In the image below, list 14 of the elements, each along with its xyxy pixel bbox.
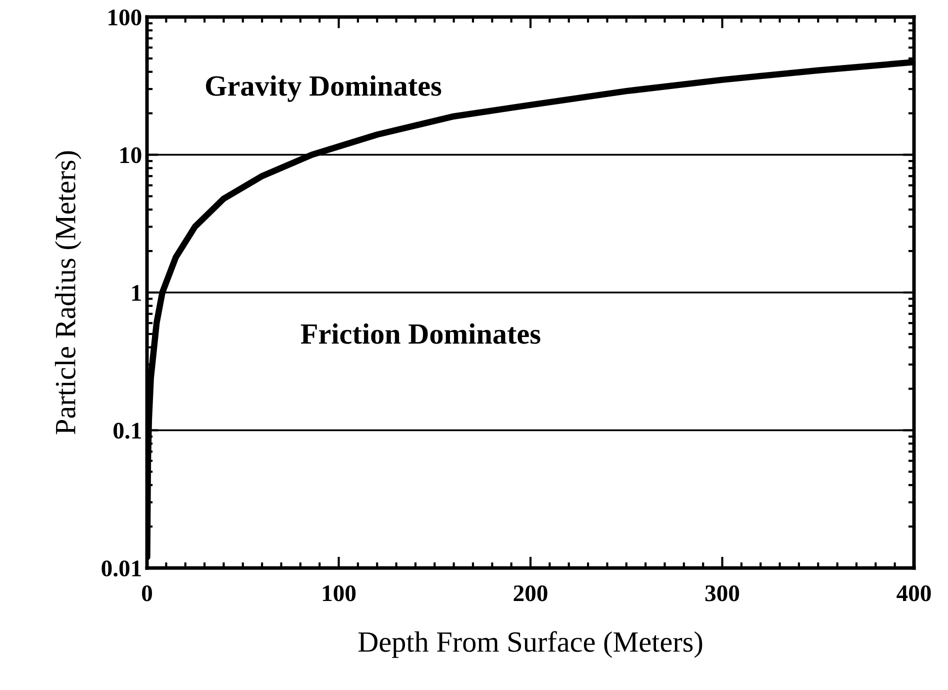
y-tick-label: 100 [108,9,142,26]
x-tick-label: 200 [514,585,548,602]
x-tick-label: 0 [142,585,152,602]
y-tick-label: 0.1 [114,422,141,439]
y-tick-label: 0.01 [102,560,141,577]
annotation: Gravity Dominates [206,75,442,102]
x-tick-label: 400 [896,585,931,602]
x-tick-label: 300 [705,585,740,602]
x-axis-title: Depth From Surface (Meters) [358,631,702,658]
annotation: Friction Dominates [300,323,540,344]
y-tick-label: 10 [120,147,142,164]
x-tick-label: 100 [322,585,356,602]
y-tick-label: 1 [132,285,141,301]
y-axis-title: Particle Radius (Meters) [54,151,82,434]
